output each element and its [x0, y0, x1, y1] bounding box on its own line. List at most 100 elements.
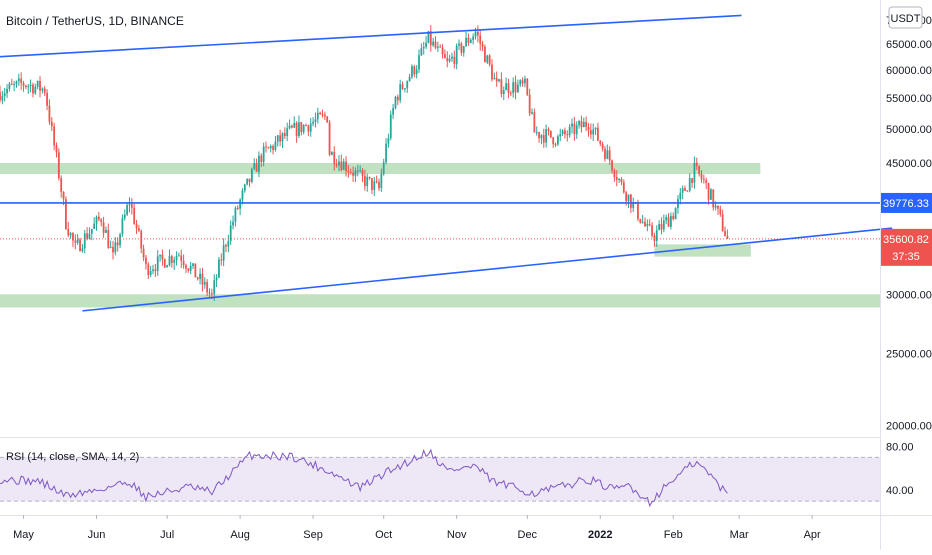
price-zone-1[interactable] — [0, 163, 761, 174]
candle — [526, 78, 529, 96]
candle — [345, 156, 347, 177]
candle-body — [460, 43, 463, 53]
time-tick-label: Jul — [160, 529, 174, 541]
candle — [133, 203, 136, 225]
candle-body — [688, 178, 691, 191]
candle-body — [79, 239, 81, 252]
candle — [580, 115, 583, 133]
candle — [72, 232, 74, 248]
candle — [604, 145, 606, 162]
candle-body — [662, 220, 665, 230]
candle — [65, 196, 67, 231]
candle-body — [293, 122, 296, 128]
candle — [312, 116, 314, 127]
candle — [173, 256, 176, 270]
price-tick-label: 45000.00 — [886, 158, 932, 170]
candle-body — [354, 170, 357, 176]
currency-button-frame[interactable] — [888, 6, 923, 29]
candle — [444, 49, 446, 59]
price-tick-label: 25000.00 — [886, 348, 932, 360]
trend-line-2[interactable] — [82, 227, 893, 312]
candle — [627, 194, 630, 208]
candle-body — [427, 31, 430, 43]
candle-body — [17, 78, 20, 82]
candle-body — [72, 233, 74, 241]
rsi-axis[interactable]: 80.00 40.00 — [886, 441, 914, 497]
candle-body — [83, 233, 86, 249]
candle — [283, 127, 286, 140]
candle — [547, 127, 550, 136]
candle — [27, 83, 30, 94]
candle-body — [321, 114, 324, 116]
candle — [651, 222, 653, 238]
candle-body — [434, 41, 437, 48]
candle-body — [166, 265, 169, 268]
candle-body — [173, 259, 176, 263]
candle-body — [693, 162, 696, 183]
candle-body — [243, 184, 246, 191]
candle-body — [288, 125, 291, 129]
candle — [422, 41, 425, 55]
candle-body — [248, 178, 251, 182]
candle — [648, 219, 651, 227]
candle — [540, 134, 543, 145]
candle-body — [542, 135, 545, 143]
candle — [166, 264, 169, 268]
drawing-lines[interactable] — [0, 14, 893, 312]
candle — [182, 254, 185, 269]
candle-body — [10, 83, 13, 85]
candle-body — [8, 83, 11, 89]
candle — [140, 229, 143, 254]
candle — [272, 144, 274, 155]
candle-body — [535, 132, 538, 134]
candle — [79, 237, 81, 252]
candle-body — [20, 78, 23, 84]
candle — [662, 214, 665, 233]
time-tick-label: Apr — [804, 529, 821, 541]
candle-body — [234, 208, 237, 222]
candle — [726, 229, 729, 239]
candle-body — [366, 176, 369, 187]
candle-body — [674, 207, 677, 220]
candle — [389, 110, 392, 141]
time-tick-label: Sep — [303, 529, 323, 541]
candle-body — [126, 205, 129, 215]
candle — [29, 79, 32, 93]
candle-body — [712, 189, 715, 208]
candle — [632, 197, 635, 213]
candle-body — [488, 55, 491, 65]
candle-body — [295, 122, 298, 137]
candle — [644, 217, 646, 228]
trend-line-1[interactable] — [0, 14, 742, 58]
rsi-tick-label: 80.00 — [886, 441, 914, 453]
currency-button[interactable]: USDT — [888, 6, 923, 29]
candle-body — [152, 269, 154, 272]
candle-body — [290, 125, 293, 128]
candle — [646, 219, 649, 232]
candle — [93, 217, 96, 230]
candle-body — [373, 181, 376, 190]
candle-body — [528, 94, 531, 114]
candle-body — [335, 164, 338, 166]
candle-body — [406, 81, 409, 89]
candle — [491, 59, 493, 82]
candle — [432, 37, 435, 47]
candle-body — [582, 121, 585, 128]
candle-body — [554, 144, 557, 146]
candle-body — [415, 69, 418, 75]
candle-body — [545, 129, 548, 143]
candle — [335, 158, 338, 168]
price-zone-3[interactable] — [654, 244, 751, 257]
candle-body — [236, 208, 239, 210]
candle — [135, 219, 138, 234]
candle-body — [611, 160, 613, 171]
candle-body — [418, 55, 420, 70]
currency-button-label[interactable]: USDT — [891, 13, 921, 25]
candle-body — [425, 42, 427, 48]
candle-body — [109, 246, 112, 248]
time-axis[interactable]: May Jun Jul Aug Sep Oct Nov Dec 2022 Feb Mar Apr — [13, 515, 821, 541]
candle-body — [95, 216, 98, 224]
candle — [368, 176, 371, 180]
